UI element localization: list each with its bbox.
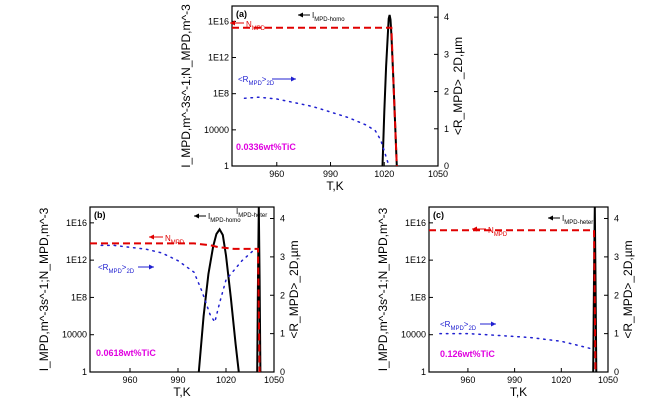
y-tick-label-right: 2 — [614, 290, 619, 300]
y-tick-label-right: 4 — [444, 12, 449, 22]
y-tick-label-right: 3 — [614, 252, 619, 262]
y-tick-label-right: 3 — [280, 252, 285, 262]
series-line-n-mpd — [232, 26, 398, 167]
series-line-n-mpd — [429, 229, 597, 373]
y-tick-label-left: 1 — [421, 367, 426, 377]
arrow-r-mpd-head — [291, 76, 296, 82]
concentration-label: 0.126wt%TiC — [440, 349, 495, 359]
x-tick-label: 1020 — [551, 375, 571, 385]
x-tick-label: 960 — [460, 375, 475, 385]
x-axis-title: T,K — [510, 385, 527, 399]
arrow-i-mpd-homo-head — [298, 12, 303, 18]
x-tick-label: 1050 — [598, 375, 618, 385]
series-line-i-mpd — [197, 227, 240, 373]
label-r-mpd: <RMPD>2D — [98, 263, 135, 275]
y-axis-title-left: I_MPD,m^-3s^-1;N_MPD,m^-3 — [376, 207, 390, 371]
x-tick-label: 990 — [507, 375, 522, 385]
plot-frame — [231, 5, 439, 167]
chart-panel-1: 960 990 1020 1050 1 10000 1E8 1E12 1E16 0 1 2 3 4 T,K I… — [179, 4, 465, 193]
arrow-i-mpd-homo-head — [194, 213, 199, 219]
y-tick-label-left: 1E8 — [213, 89, 229, 99]
label-i-mpd-heter: IMPD-heter — [236, 207, 267, 219]
concentration-label: 0.0618wt%TiC — [96, 348, 156, 358]
y-tick-label-right: 4 — [614, 214, 619, 224]
y-tick-label-left: 1E16 — [405, 218, 426, 228]
x-tick-label: 1050 — [428, 169, 448, 179]
x-tick-label: 1050 — [264, 375, 284, 385]
x-tick-label: 960 — [269, 169, 284, 179]
label-i-mpd-heter: IMPD-heter — [562, 214, 593, 226]
y-tick-label-left: 1 — [224, 161, 229, 171]
y-tick-label-right: 0 — [444, 161, 449, 171]
y-tick-label-right: 1 — [444, 124, 449, 134]
arrow-n-mpd-head — [472, 226, 477, 232]
label-n-mpd: NMPD — [165, 234, 185, 246]
y-tick-label-left: 1E12 — [208, 53, 229, 63]
chart-panel-3: 960 990 1020 1050 1 10000 1E8 1E12 1E16 0 1 2 3 4 T,K I… — [376, 206, 635, 399]
y-tick-label-left: 1E12 — [405, 255, 426, 265]
y-tick-label-right: 1 — [614, 329, 619, 339]
y-axis-title-right: <R_MPD>_2D,µm — [621, 240, 635, 338]
x-tick-label: 1020 — [216, 375, 236, 385]
x-tick-label: 1020 — [374, 169, 394, 179]
arrow-n-mpd-head — [230, 20, 235, 26]
arrow-n-mpd-head — [149, 234, 154, 240]
panel-label: (a) — [236, 9, 247, 19]
series-line-r-mpd — [243, 96, 389, 164]
y-tick-label-right: 2 — [444, 87, 449, 97]
series-line-i-mpd — [256, 206, 262, 373]
x-tick-label: 990 — [323, 169, 338, 179]
y-axis-title-left: I_MPD,m^-3s^-1;N_MPD,m^-3 — [37, 207, 51, 371]
label-n-mpd: NMPD — [488, 226, 508, 238]
y-tick-label-left: 10000 — [204, 125, 229, 135]
y-tick-label-right: 4 — [280, 214, 285, 224]
y-axis-title-right: <R_MPD>_2D,µm — [287, 240, 301, 338]
arrow-i-mpd-heter-head — [548, 215, 553, 221]
plot-frame — [428, 206, 609, 373]
y-tick-label-left: 1E16 — [208, 16, 229, 26]
y-tick-label-left: 10000 — [401, 330, 426, 340]
y-tick-label-left: 1E16 — [66, 218, 87, 228]
panel-label: (c) — [433, 210, 444, 220]
x-axis-title: T,K — [326, 179, 343, 193]
x-tick-label: 960 — [122, 375, 137, 385]
y-tick-label-left: 1E8 — [71, 292, 87, 302]
series-line-r-mpd — [439, 332, 594, 350]
y-tick-label-left: 10000 — [62, 330, 87, 340]
x-axis-title: T,K — [173, 385, 190, 399]
label-n-mpd: NMPD — [246, 20, 266, 32]
y-tick-label-right: 3 — [444, 49, 449, 59]
y-tick-label-right: 2 — [280, 290, 285, 300]
label-i-mpd-homo: IMPD-homo — [208, 212, 241, 224]
label-i-mpd-homo: IMPD-homo — [312, 11, 345, 23]
arrow-r-mpd-head — [149, 264, 154, 270]
panel-label: (b) — [94, 210, 106, 220]
label-r-mpd: <RMPD>2D — [238, 75, 275, 87]
chart-panel-2: 960 990 1020 1050 1 10000 1E8 1E12 1E16 0 1 2 3 4 T,K I… — [37, 206, 301, 399]
arrow-r-mpd-head — [491, 321, 496, 327]
label-r-mpd: <RMPD>2D — [440, 320, 477, 332]
y-tick-label-right: 0 — [280, 367, 285, 377]
y-tick-label-right: 1 — [280, 329, 285, 339]
plot-frame — [89, 206, 275, 373]
y-tick-label-left: 1E12 — [66, 255, 87, 265]
y-tick-label-left: 1E8 — [410, 292, 426, 302]
y-axis-title-left: I_MPD,m^-3s^-1;N_MPD,m^-3 — [179, 4, 193, 168]
series-line-n-mpd — [90, 242, 261, 373]
y-tick-label-left: 1 — [82, 367, 87, 377]
y-axis-title-right: <R_MPD>_2D,µm — [451, 37, 465, 135]
y-tick-label-right: 0 — [614, 367, 619, 377]
x-tick-label: 990 — [170, 375, 185, 385]
concentration-label: 0.0336wt%TiC — [236, 142, 296, 152]
